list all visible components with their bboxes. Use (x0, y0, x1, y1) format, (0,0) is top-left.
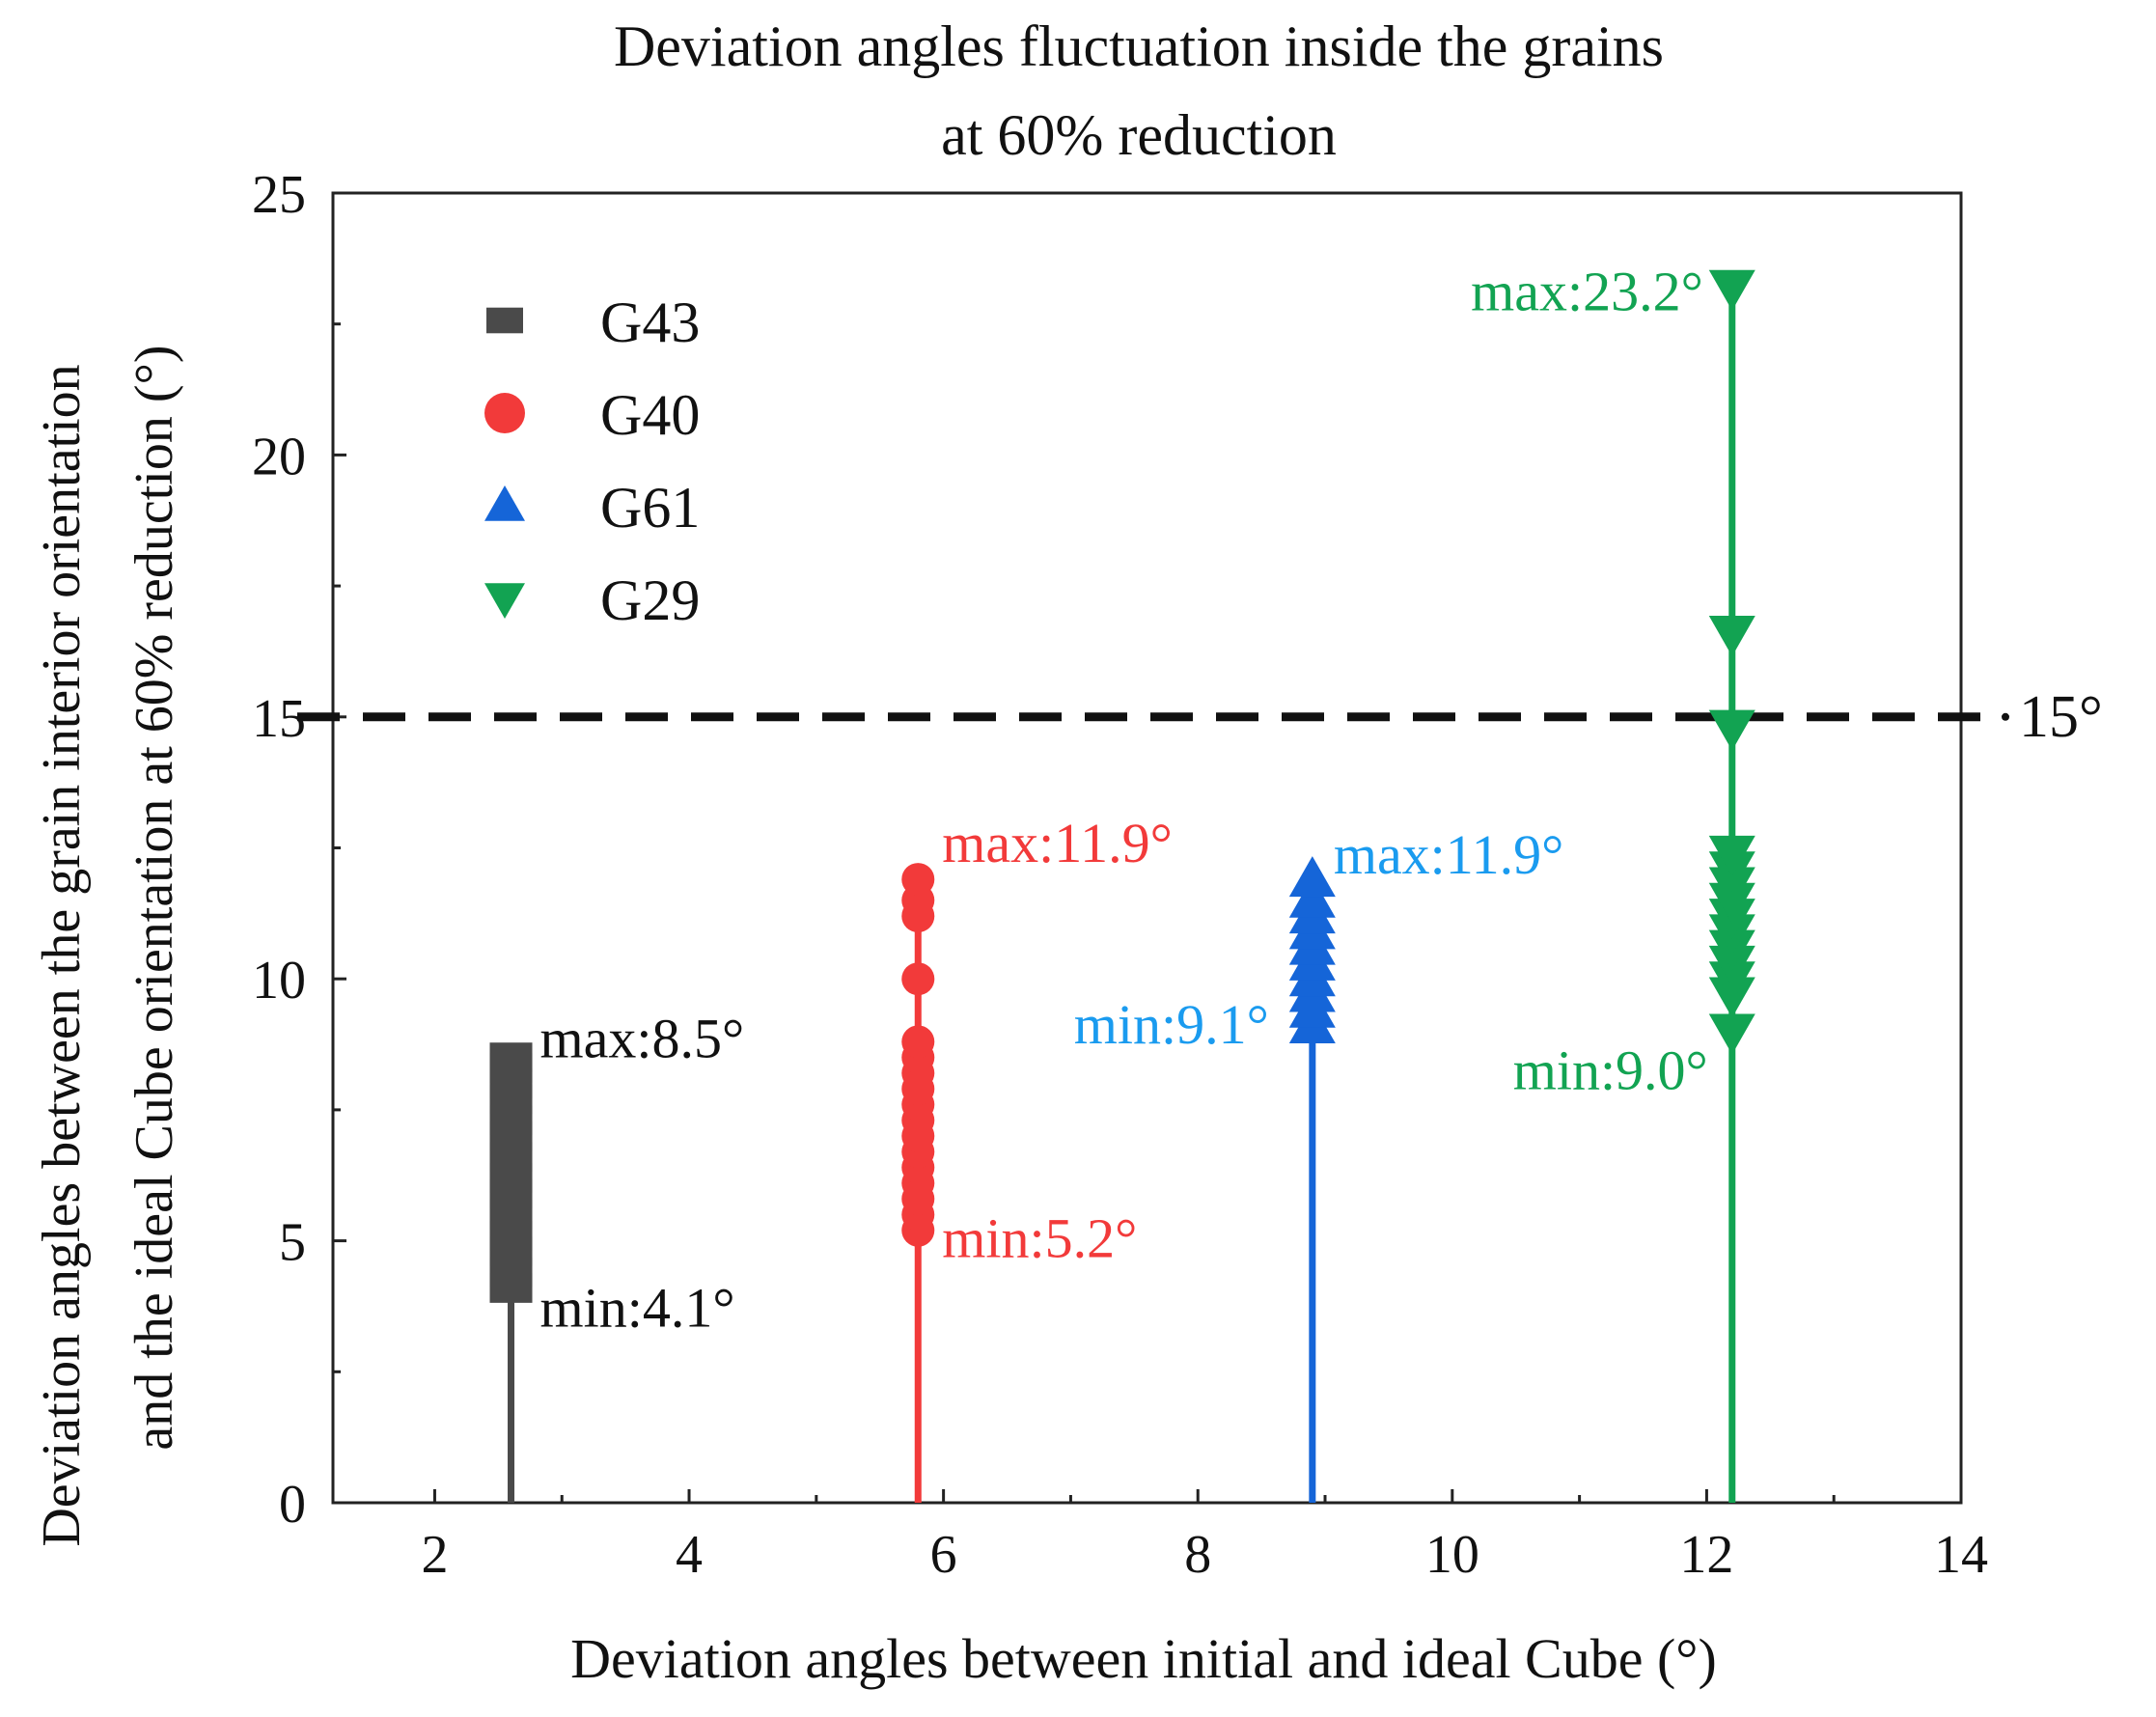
legend-marker-g29 (484, 583, 525, 619)
series-g43: max:8.5° min:4.1° (489, 1008, 745, 1503)
x-tick-label: 2 (421, 1525, 448, 1585)
data-point-g61 (1288, 876, 1336, 918)
y-axis-label-line-1: Deviation angles between the grain inter… (32, 364, 92, 1546)
legend-marker-g61 (484, 485, 525, 521)
max-label-g61: max:11.9° (1334, 823, 1564, 886)
threshold-group: 15° (297, 684, 2103, 750)
min-label-g43: min:4.1° (540, 1276, 735, 1339)
x-tick-label: 4 (676, 1525, 703, 1585)
series-g61: max:11.9° min:9.1° (1074, 823, 1564, 1503)
x-tick-label: 6 (930, 1525, 957, 1585)
legend-marker-g40 (484, 393, 525, 433)
min-label-g29: min:9.0° (1513, 1039, 1708, 1101)
threshold-dot (2002, 712, 2009, 721)
series-g29: max:23.2° min:9.0° (1471, 261, 1755, 1503)
y-tick-label: 0 (279, 1475, 306, 1535)
legend-item-g43: G43 (486, 291, 700, 354)
y-axis-label: Deviation angles between the grain inter… (32, 345, 184, 1546)
data-point-g61 (1288, 856, 1336, 898)
x-tick-label: 14 (1934, 1525, 1988, 1585)
min-label-g40: min:5.2° (942, 1207, 1137, 1270)
legend-label-g29: G29 (600, 568, 700, 632)
data-point-g43 (489, 1042, 533, 1073)
y-tick-label: 20 (252, 427, 306, 486)
data-point-g29 (1708, 269, 1755, 311)
legend-item-g29: G29 (484, 568, 700, 632)
max-label-g40: max:11.9° (942, 812, 1173, 874)
data-point-g40 (901, 962, 935, 996)
max-label-g29: max:23.2° (1471, 261, 1703, 323)
series-group: max:8.5°min:4.1°max:11.9°min:5.2°max:11.… (489, 261, 1755, 1503)
data-point-g29 (1708, 835, 1755, 876)
min-label-g61: min:9.1° (1074, 993, 1269, 1056)
data-point-g29 (1708, 615, 1755, 656)
legend-label-g61: G61 (600, 476, 700, 540)
axes: 2 4 6 8 10 12 14 0 5 10 15 20 25 (252, 165, 1988, 1585)
legend-item-g61: G61 (484, 476, 700, 540)
y-axis-label-line-2: and the ideal Cube orientation at 60% re… (124, 345, 184, 1450)
x-tick-label: 10 (1425, 1525, 1479, 1585)
y-tick-label: 25 (252, 165, 306, 225)
data-point-g29 (1708, 1013, 1755, 1055)
y-tick-label: 10 (252, 951, 306, 1011)
data-point-g40 (901, 863, 935, 897)
series-g40: max:11.9° min:5.2° (901, 812, 1173, 1503)
max-label-g43: max:8.5° (540, 1008, 745, 1070)
chart-title-line-2: at 60% reduction (941, 103, 1337, 167)
y-tick-label: 5 (279, 1213, 306, 1273)
legend-label-g43: G43 (600, 291, 700, 354)
legend-label-g40: G40 (600, 383, 700, 447)
threshold-label: 15° (2019, 684, 2103, 750)
y-tick-label: 15 (252, 689, 306, 749)
x-axis-label: Deviation angles between initial and ide… (570, 1627, 1717, 1690)
data-point-g40 (901, 1025, 935, 1059)
legend: G43 G40 G61 G29 (484, 291, 700, 632)
data-point-g29 (1708, 709, 1755, 751)
x-tick-label: 12 (1679, 1525, 1733, 1585)
x-tick-label: 8 (1184, 1525, 1211, 1585)
legend-item-g40: G40 (484, 383, 700, 447)
legend-marker-g43 (486, 307, 523, 334)
chart-title-line-1: Deviation angles fluctuation inside the … (614, 14, 1664, 78)
